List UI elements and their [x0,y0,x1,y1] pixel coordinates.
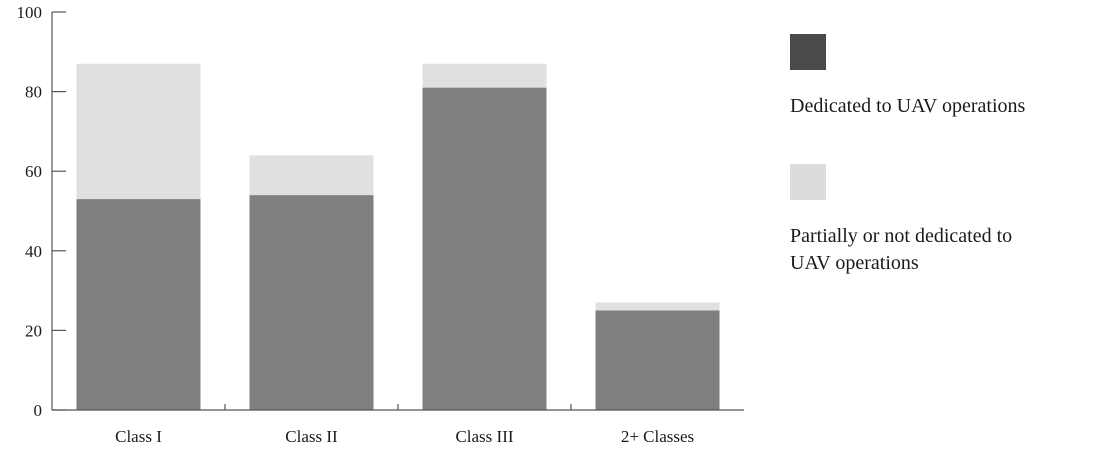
bar-dedicated-3 [422,87,547,410]
y-tick-label: 20 [25,321,42,340]
x-tick-label: Class III [455,427,513,446]
y-tick-label: 60 [25,162,42,181]
axes-layer: Class I Class II Class III 2+ Classes 0 20 40 6… [17,3,744,446]
bar-partial-1 [76,63,201,200]
y-tick-label: 40 [25,242,42,261]
bars-layer [76,63,720,410]
bar-partial-2 [249,155,374,196]
y-tick-label: 80 [25,83,42,102]
legend-label-2: Partially or not dedicated to [790,225,1012,247]
legend-swatch-2 [790,164,826,200]
bar-partial-3 [422,63,547,88]
y-tick-label: 0 [34,401,43,420]
x-tick-label: 2+ Classes [621,427,694,446]
bar-dedicated-2 [249,195,374,410]
x-tick-label: Class II [285,427,338,446]
bar-partial-4 [595,302,720,311]
legend-swatch-1 [790,34,826,70]
legend: Dedicated to UAV operations Partially or … [790,34,1026,274]
legend-label-1: Dedicated to UAV operations [790,95,1026,117]
bar-dedicated-4 [595,310,720,410]
x-tick-label: Class I [115,427,162,446]
bar-dedicated-1 [76,199,201,410]
legend-label-2: UAV operations [790,252,919,274]
y-tick-label: 100 [17,3,43,22]
